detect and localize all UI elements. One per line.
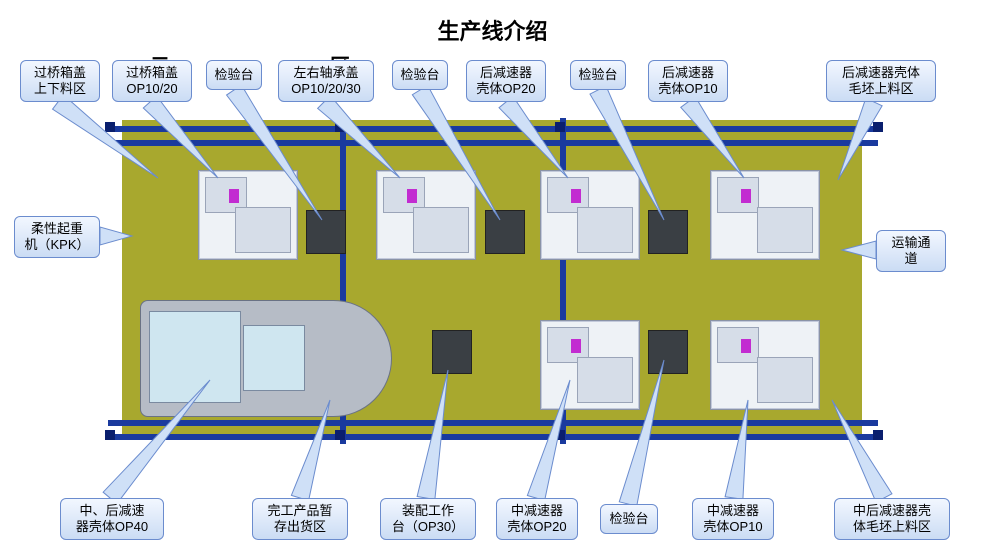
callout-c5: 检验台 <box>392 60 448 90</box>
callout-c4: 左右轴承盖 OP10/20/30 <box>278 60 374 102</box>
callout-c8: 后减速器 壳体OP10 <box>648 60 728 102</box>
callout-c11: 运输通 道 <box>876 230 946 272</box>
callout-c3: 检验台 <box>206 60 262 90</box>
machine-top-1 <box>376 170 476 260</box>
callout-c6: 后减速器 壳体OP20 <box>466 60 546 102</box>
rail-post <box>873 122 883 132</box>
machine-top-2 <box>540 170 640 260</box>
inspection-box-0 <box>306 210 346 254</box>
rail-horizontal <box>108 420 878 426</box>
rail-post <box>105 430 115 440</box>
rail-post <box>335 430 345 440</box>
rail-post <box>873 430 883 440</box>
callout-c16: 检验台 <box>600 504 658 534</box>
inspection-box-4 <box>648 330 688 374</box>
machine-bottom-0 <box>540 320 640 410</box>
rail-horizontal <box>108 140 878 146</box>
inspection-box-1 <box>485 210 525 254</box>
machine-top-3 <box>710 170 820 260</box>
callout-c2: 过桥箱盖 OP10/20 <box>112 60 192 102</box>
inspection-box-2 <box>648 210 688 254</box>
rail-post <box>105 122 115 132</box>
big-machine-op40 <box>140 300 392 417</box>
callout-c1: 过桥箱盖 上下料区 <box>20 60 100 102</box>
callout-c13: 完工产品暂 存出货区 <box>252 498 348 540</box>
callout-c14: 装配工作 台（OP30） <box>380 498 476 540</box>
callout-c18: 中后减速器壳 体毛坯上料区 <box>834 498 950 540</box>
rail-horizontal <box>108 434 878 440</box>
rail-post <box>555 430 565 440</box>
rail-horizontal <box>108 126 878 132</box>
callout-c9: 后减速器壳体 毛坯上料区 <box>826 60 936 102</box>
callout-c17: 中减速器 壳体OP10 <box>692 498 774 540</box>
page-title: 生产线介绍 <box>0 14 985 46</box>
rail-post <box>335 122 345 132</box>
machine-bottom-1 <box>710 320 820 410</box>
inspection-box-3 <box>432 330 472 374</box>
rail-post <box>555 122 565 132</box>
callout-c7: 检验台 <box>570 60 626 90</box>
machine-top-0 <box>198 170 298 260</box>
callout-c15: 中减速器 壳体OP20 <box>496 498 578 540</box>
callout-c10: 柔性起重 机（KPK） <box>14 216 100 258</box>
callout-c12: 中、后减速 器壳体OP40 <box>60 498 164 540</box>
